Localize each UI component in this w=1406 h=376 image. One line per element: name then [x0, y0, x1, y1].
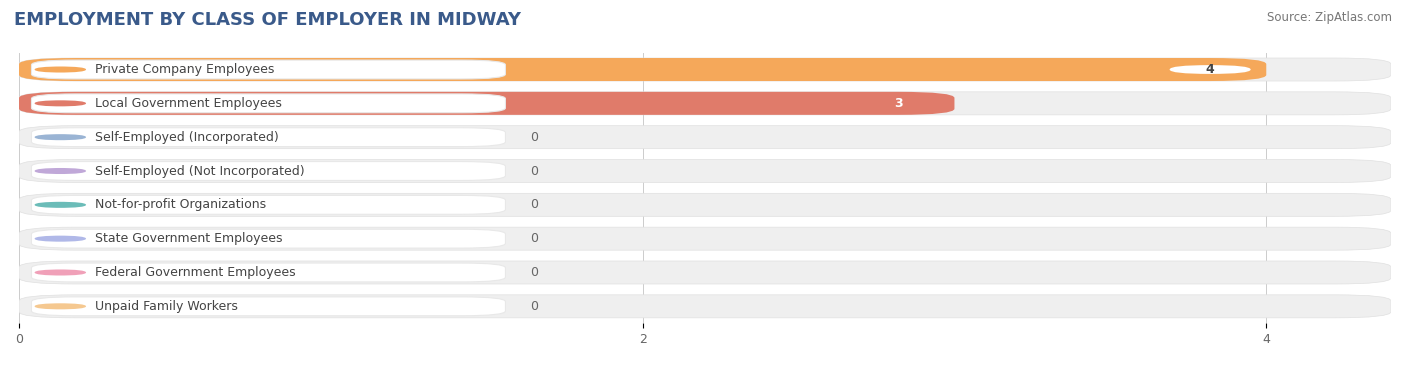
Text: Local Government Employees: Local Government Employees [96, 97, 283, 110]
FancyBboxPatch shape [35, 168, 86, 174]
Text: Private Company Employees: Private Company Employees [96, 63, 274, 76]
Text: 0: 0 [530, 300, 538, 313]
FancyBboxPatch shape [35, 236, 86, 242]
FancyBboxPatch shape [35, 303, 86, 309]
FancyBboxPatch shape [31, 229, 505, 248]
FancyBboxPatch shape [20, 126, 1391, 149]
Text: State Government Employees: State Government Employees [96, 232, 283, 245]
FancyBboxPatch shape [20, 58, 1267, 81]
Text: 4: 4 [1206, 63, 1215, 76]
Text: Self-Employed (Not Incorporated): Self-Employed (Not Incorporated) [96, 165, 305, 177]
Text: Federal Government Employees: Federal Government Employees [96, 266, 297, 279]
FancyBboxPatch shape [1170, 65, 1251, 74]
FancyBboxPatch shape [20, 261, 1391, 284]
FancyBboxPatch shape [20, 295, 1391, 318]
FancyBboxPatch shape [31, 94, 505, 113]
FancyBboxPatch shape [35, 134, 86, 140]
FancyBboxPatch shape [20, 193, 1391, 216]
Text: EMPLOYMENT BY CLASS OF EMPLOYER IN MIDWAY: EMPLOYMENT BY CLASS OF EMPLOYER IN MIDWA… [14, 11, 522, 29]
FancyBboxPatch shape [31, 60, 505, 79]
FancyBboxPatch shape [31, 196, 505, 214]
Text: Source: ZipAtlas.com: Source: ZipAtlas.com [1267, 11, 1392, 24]
FancyBboxPatch shape [31, 162, 505, 180]
FancyBboxPatch shape [20, 227, 1391, 250]
FancyBboxPatch shape [20, 159, 1391, 182]
Text: 0: 0 [530, 165, 538, 177]
Text: 3: 3 [894, 97, 903, 110]
Text: Unpaid Family Workers: Unpaid Family Workers [96, 300, 238, 313]
FancyBboxPatch shape [35, 270, 86, 276]
Text: 0: 0 [530, 232, 538, 245]
FancyBboxPatch shape [858, 99, 939, 108]
Text: Not-for-profit Organizations: Not-for-profit Organizations [96, 198, 267, 211]
FancyBboxPatch shape [31, 128, 505, 147]
Text: 0: 0 [530, 266, 538, 279]
FancyBboxPatch shape [20, 58, 1391, 81]
FancyBboxPatch shape [20, 92, 955, 115]
FancyBboxPatch shape [35, 202, 86, 208]
FancyBboxPatch shape [35, 100, 86, 106]
FancyBboxPatch shape [31, 263, 505, 282]
Text: Self-Employed (Incorporated): Self-Employed (Incorporated) [96, 131, 280, 144]
FancyBboxPatch shape [31, 297, 505, 316]
FancyBboxPatch shape [35, 67, 86, 73]
FancyBboxPatch shape [20, 92, 1391, 115]
Text: 0: 0 [530, 198, 538, 211]
Text: 0: 0 [530, 131, 538, 144]
